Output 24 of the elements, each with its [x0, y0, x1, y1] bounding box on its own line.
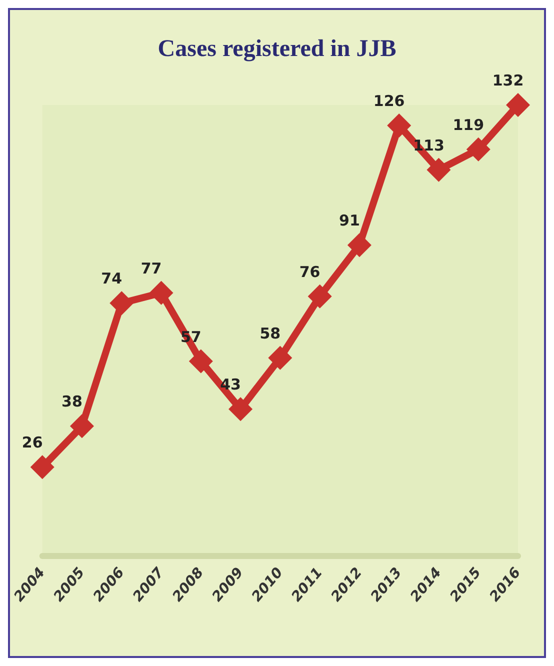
point — [110, 291, 134, 316]
point — [149, 280, 174, 305]
point — [506, 93, 530, 117]
point — [188, 349, 213, 374]
data-label: 91 — [339, 212, 360, 230]
point — [228, 397, 253, 422]
data-label: 132 — [492, 72, 524, 90]
data-label: 126 — [373, 92, 405, 110]
point — [70, 414, 94, 438]
data-label: 58 — [260, 324, 281, 342]
point — [347, 233, 372, 258]
chart-title: Cases registered in JJB — [158, 36, 396, 62]
data-label: 76 — [299, 262, 320, 281]
point — [308, 284, 332, 308]
data-label: 38 — [62, 392, 82, 411]
data-label: 74 — [101, 270, 122, 288]
point — [30, 455, 54, 480]
point — [466, 137, 490, 162]
point — [426, 158, 451, 182]
data-label: 77 — [140, 259, 162, 278]
data-label: 119 — [452, 116, 484, 134]
data-label: 26 — [22, 434, 43, 452]
point — [268, 346, 292, 370]
point — [387, 114, 412, 138]
